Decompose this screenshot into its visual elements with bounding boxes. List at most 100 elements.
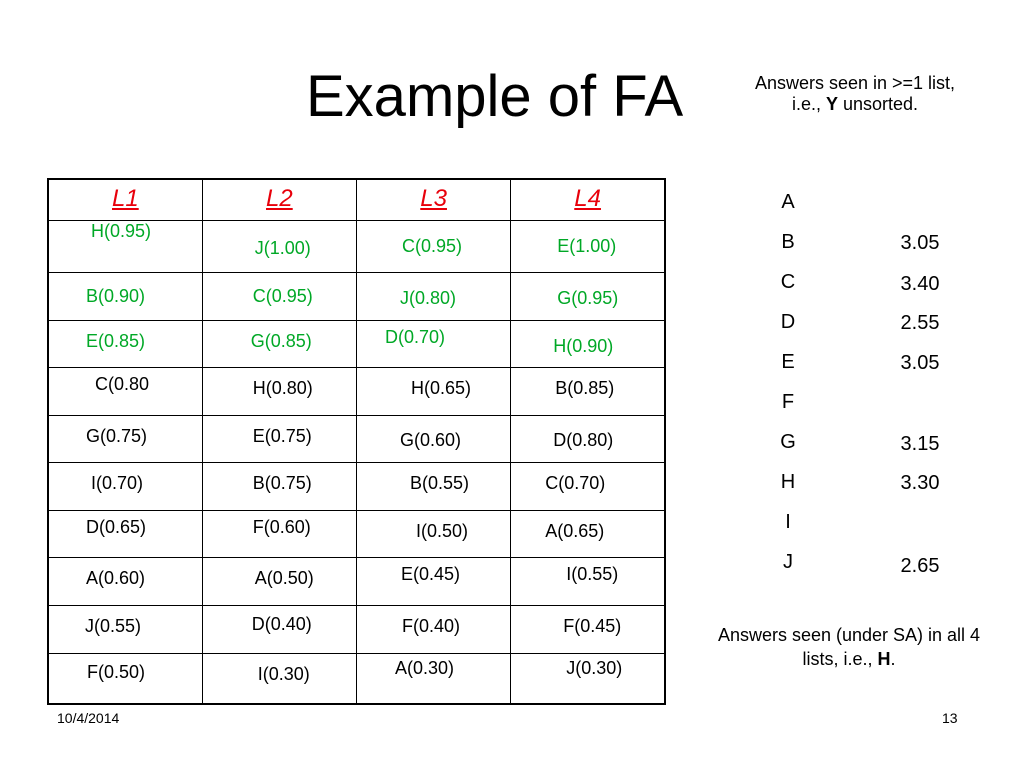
table-cell: C(0.80 [47, 367, 203, 417]
seen-answers-note: Answers seen in >=1 list, i.e., Y unsort… [740, 73, 970, 115]
table-cell: H(0.80) [201, 367, 358, 417]
table-cell: H(0.95) [47, 219, 203, 274]
table-cell: A(0.30) [355, 653, 512, 705]
answer-letter: H [780, 471, 796, 493]
table-cell: F(0.50) [47, 653, 203, 705]
table-cell: I(0.55) [510, 557, 666, 607]
list-entry: D(0.80) [553, 430, 614, 451]
header-cell-l1: L1 [47, 178, 203, 221]
answer-letter: A [781, 191, 795, 213]
note-bottom-bold: H [877, 649, 891, 669]
list-entry: D(0.40) [251, 614, 312, 635]
table-cell: H(0.65) [355, 367, 512, 417]
list-entry: E(1.00) [557, 236, 617, 256]
table-row: F(0.50) I(0.30) A(0.30) J(0.30) [47, 653, 666, 705]
table-row: D(0.65) F(0.60) I(0.50) A(0.65) [47, 510, 666, 559]
table-cell: D(0.80) [510, 415, 666, 464]
table-cell: D(0.70) [355, 320, 512, 369]
table-row: H(0.95) J(1.00) C(0.95) E(1.00) [47, 219, 666, 274]
header-cell-l4: L4 [510, 178, 666, 221]
answer-letter: C [780, 271, 796, 293]
list-entry: I(0.30) [257, 664, 310, 685]
table-cell: A(0.65) [510, 510, 666, 559]
table-cell: I(0.70) [47, 462, 203, 512]
list-entry: I(0.50) [416, 521, 469, 542]
slide-title: Example of FA [306, 64, 684, 129]
answer-letter: F [781, 391, 795, 413]
table-cell: G(0.75) [47, 415, 203, 464]
list-entry: A(0.60) [86, 568, 146, 589]
table-cell: C(0.95) [355, 219, 512, 274]
table-row: C(0.80 H(0.80) H(0.65) B(0.85) [47, 367, 666, 417]
list-entry: F(0.40) [402, 616, 461, 637]
answer-letter: J [783, 551, 793, 573]
list-entry: H(0.95) [91, 221, 152, 241]
table-cell: E(0.85) [47, 320, 203, 369]
list-header: L4 [574, 185, 601, 212]
answer-letter: G [780, 431, 796, 453]
note-bottom-suffix: . [890, 649, 896, 669]
list-entry: B(0.90) [86, 286, 146, 307]
table-cell: B(0.75) [201, 462, 358, 512]
list-entry: B(0.75) [252, 473, 312, 494]
list-entry: C(0.70) [545, 473, 606, 494]
list-entry: E(0.85) [86, 331, 146, 352]
table-cell: J(0.55) [47, 605, 203, 655]
list-entry: D(0.65) [86, 517, 147, 538]
answer-score: 3.30 [900, 472, 940, 494]
note-top-bold: Y [825, 94, 838, 114]
table-cell: F(0.40) [355, 605, 512, 655]
list-entry: E(0.75) [252, 426, 312, 447]
table-cell: B(0.90) [47, 272, 203, 322]
list-entry: H(0.80) [252, 378, 313, 399]
table-cell: J(0.80) [355, 272, 512, 322]
list-entry: C(0.95) [402, 236, 463, 256]
note-bottom-text: Answers seen (under SA) in all 4 lists, … [717, 625, 981, 669]
answer-score: 3.05 [900, 352, 940, 374]
table-row: E(0.85) G(0.85) D(0.70) H(0.90) [47, 320, 666, 369]
list-header: L2 [266, 185, 293, 212]
table-header-row: L1 L2 L3 L4 [47, 178, 666, 221]
answer-score: 2.55 [900, 312, 940, 334]
list-header: L3 [420, 185, 447, 212]
list-entry: J(0.55) [85, 616, 142, 637]
table-cell: E(0.75) [201, 415, 358, 464]
answer-letter: E [781, 351, 795, 373]
table-cell: F(0.45) [510, 605, 666, 655]
table-cell: A(0.60) [47, 557, 203, 607]
table-cell: A(0.50) [201, 557, 358, 607]
header-cell-l2: L2 [201, 178, 358, 221]
list-entry: J(0.30) [566, 658, 623, 679]
list-entry: B(0.85) [555, 378, 615, 399]
all-lists-note: Answers seen (under SA) in all 4 lists, … [700, 623, 998, 671]
table-row: G(0.75) E(0.75) G(0.60) D(0.80) [47, 415, 666, 464]
list-entry: I(0.55) [566, 564, 619, 585]
table-row: J(0.55) D(0.40) F(0.40) F(0.45) [47, 605, 666, 655]
list-entry: F(0.60) [252, 517, 311, 538]
answer-letter: I [785, 511, 791, 533]
table-cell: J(1.00) [201, 219, 358, 274]
table-cell: B(0.55) [355, 462, 512, 512]
table-cell: G(0.85) [201, 320, 358, 369]
table-cell: C(0.70) [510, 462, 666, 512]
list-entry: H(0.65) [411, 378, 472, 399]
table-cell: J(0.30) [510, 653, 666, 705]
table-cell: D(0.40) [201, 605, 358, 655]
table-row: I(0.70) B(0.75) B(0.55) C(0.70) [47, 462, 666, 512]
list-entry: B(0.55) [410, 473, 470, 494]
page-number: 13 [942, 710, 958, 726]
answer-score: 2.65 [900, 555, 940, 577]
answer-letter: B [781, 231, 795, 253]
list-entry: D(0.70) [385, 327, 446, 348]
list-entry: G(0.85) [250, 331, 312, 352]
note-top-text: Answers seen in >=1 list, i.e., [754, 73, 956, 114]
table-cell: B(0.85) [510, 367, 666, 417]
header-cell-l3: L3 [355, 178, 512, 221]
answer-letter: D [780, 311, 796, 333]
list-entry: J(0.80) [400, 288, 457, 309]
footer-date: 10/4/2014 [57, 710, 120, 726]
note-top-suffix: unsorted. [837, 94, 919, 114]
table-cell: E(0.45) [355, 557, 512, 607]
list-entry: A(0.65) [545, 521, 605, 542]
list-entry: E(0.45) [401, 564, 461, 585]
